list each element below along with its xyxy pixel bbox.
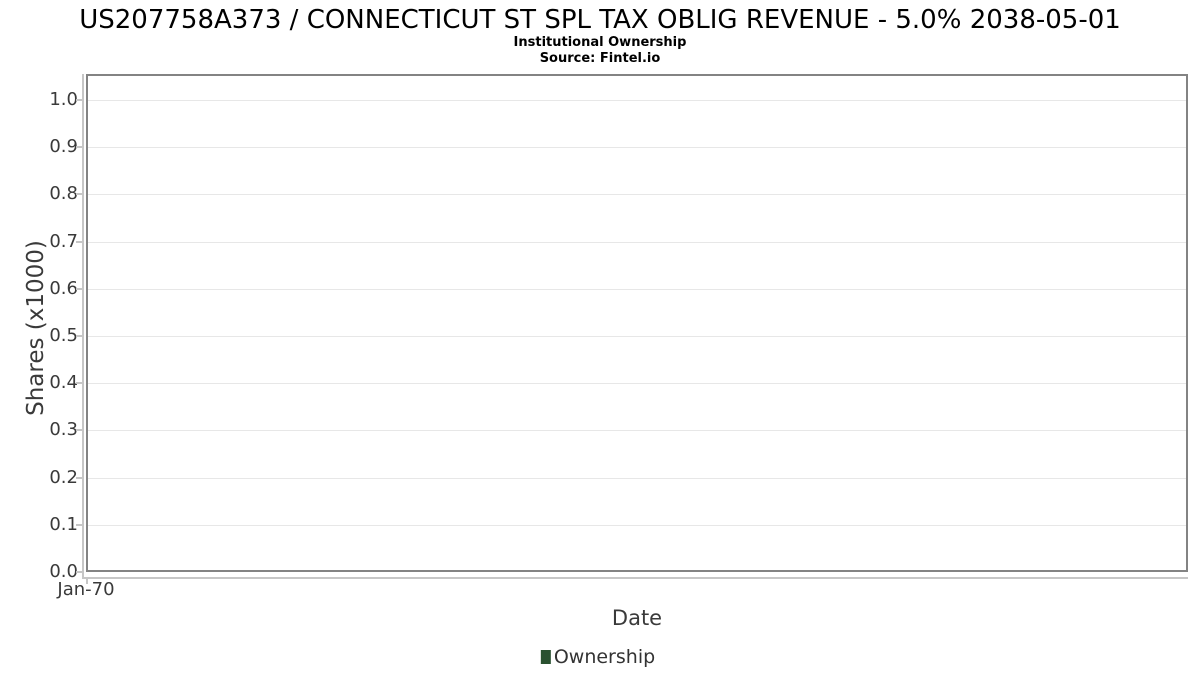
- x-tick-label: Jan-70: [57, 579, 115, 600]
- gridline: [88, 383, 1186, 385]
- y-tick-label: 1.0: [49, 89, 78, 110]
- chart-subtitle: Institutional Ownership: [513, 35, 687, 50]
- gridline: [88, 430, 1186, 432]
- gridline: [88, 477, 1186, 479]
- chart-title: US207758A373 / CONNECTICUT ST SPL TAX OB…: [79, 5, 1121, 35]
- chart-source: Source: Fintel.io: [539, 51, 661, 66]
- y-tick-label: 0.5: [49, 325, 78, 346]
- y-axis-line: [82, 74, 84, 578]
- y-tick-mark: [76, 99, 82, 101]
- y-tick-label: 0.0: [49, 561, 78, 582]
- y-tick-mark: [76, 146, 82, 149]
- plot-area: [86, 74, 1188, 572]
- y-tick-mark: [76, 382, 82, 385]
- legend-marker-icon: [540, 650, 551, 664]
- y-tick-label: 0.1: [49, 513, 78, 535]
- y-tick-mark: [76, 476, 82, 479]
- x-tick-mark: [86, 577, 88, 584]
- y-tick-label: 0.4: [49, 372, 78, 394]
- y-tick-label: 0.8: [49, 183, 78, 205]
- gridline: [88, 336, 1186, 337]
- gridline: [88, 241, 1186, 243]
- x-axis-line: [82, 577, 1188, 579]
- x-axis-label: Date: [611, 606, 663, 630]
- gridline: [88, 524, 1186, 526]
- y-tick-label: 0.3: [49, 419, 78, 441]
- y-tick-label: 0.6: [49, 277, 78, 299]
- y-tick-mark: [76, 429, 82, 432]
- y-tick-mark: [76, 571, 82, 573]
- y-tick-mark: [76, 523, 82, 526]
- gridline: [88, 147, 1186, 149]
- legend-item-ownership[interactable]: Ownership: [540, 645, 656, 669]
- gridline: [88, 288, 1186, 290]
- y-tick-mark: [76, 193, 82, 196]
- gridline: [88, 100, 1186, 101]
- y-tick-mark: [76, 240, 82, 243]
- y-tick-label: 0.9: [49, 136, 78, 158]
- legend-label: Ownership: [553, 646, 656, 668]
- gridline: [88, 194, 1186, 196]
- y-tick-mark: [76, 335, 82, 337]
- y-tick-label: 0.7: [49, 230, 78, 252]
- y-tick-mark: [76, 287, 82, 290]
- y-tick-label: 0.2: [49, 466, 78, 488]
